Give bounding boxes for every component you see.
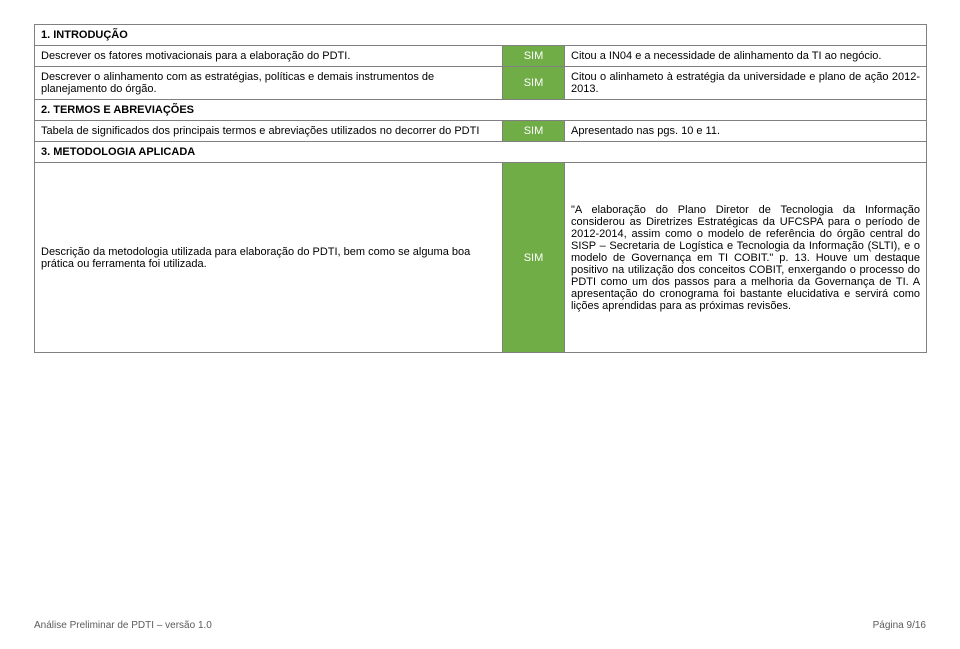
row-desc: Descrição da metodologia utilizada para …	[35, 163, 503, 353]
row-note: Apresentado nas pgs. 10 e 11.	[565, 121, 927, 142]
table-row: 1. INTRODUÇÃO	[35, 25, 927, 46]
row-desc: Descrever os fatores motivacionais para …	[35, 46, 503, 67]
page-footer: Análise Preliminar de PDTI – versão 1.0 …	[34, 620, 926, 631]
row-status: SIM	[503, 46, 565, 67]
analysis-table: 1. INTRODUÇÃO Descrever os fatores motiv…	[34, 24, 927, 353]
table-row: Tabela de significados dos principais te…	[35, 121, 927, 142]
row-status: SIM	[503, 67, 565, 100]
page-content: 1. INTRODUÇÃO Descrever os fatores motiv…	[0, 0, 960, 353]
section-header: 1. INTRODUÇÃO	[35, 25, 927, 46]
section-header: 2. TERMOS E ABREVIAÇÕES	[35, 100, 927, 121]
row-status: SIM	[503, 163, 565, 353]
table-row: Descrever o alinhamento com as estratégi…	[35, 67, 927, 100]
row-note: Citou a IN04 e a necessidade de alinhame…	[565, 46, 927, 67]
table-row: Descrever os fatores motivacionais para …	[35, 46, 927, 67]
table-row: Descrição da metodologia utilizada para …	[35, 163, 927, 353]
footer-right: Página 9/16	[873, 620, 926, 631]
row-note: "A elaboração do Plano Diretor de Tecnol…	[565, 163, 927, 353]
section-header: 3. METODOLOGIA APLICADA	[35, 142, 927, 163]
row-status: SIM	[503, 121, 565, 142]
table-row: 3. METODOLOGIA APLICADA	[35, 142, 927, 163]
row-desc: Tabela de significados dos principais te…	[35, 121, 503, 142]
footer-left: Análise Preliminar de PDTI – versão 1.0	[34, 620, 212, 631]
row-note: Citou o alinhameto à estratégia da unive…	[565, 67, 927, 100]
row-desc: Descrever o alinhamento com as estratégi…	[35, 67, 503, 100]
table-row: 2. TERMOS E ABREVIAÇÕES	[35, 100, 927, 121]
